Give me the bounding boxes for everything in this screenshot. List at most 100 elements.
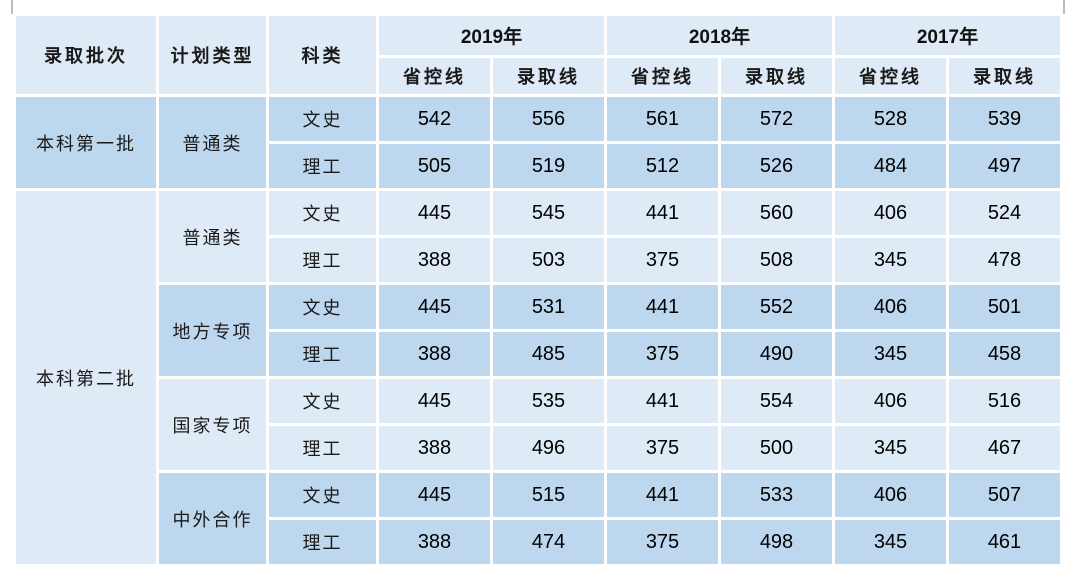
table-row: 理工 388 485 375 490 345 458 [15, 329, 1063, 379]
score-cell: 556 [490, 94, 607, 144]
score-cell: 345 [832, 423, 949, 473]
score-cell: 345 [832, 517, 949, 567]
score-cell: 445 [376, 376, 493, 426]
score-cell: 528 [832, 94, 949, 144]
score-cell: 375 [604, 423, 721, 473]
plan-cell: 中外合作 [156, 470, 269, 567]
batch-cell: 本科第二批 [13, 188, 159, 567]
score-cell: 474 [490, 517, 607, 567]
table-row: 本科第二批 普通类 文史 445 545 441 560 406 524 [13, 188, 1063, 567]
table-row: 本科第一批 普通类 文史 542 556 561 572 528 539 [13, 94, 1063, 191]
score-cell: 572 [718, 94, 835, 144]
score-cell: 539 [946, 94, 1063, 144]
header-subject: 科类 [266, 13, 379, 97]
score-cell: 467 [946, 423, 1063, 473]
subject-cell: 理工 [266, 423, 379, 473]
subject-cell: 文史 [266, 376, 379, 426]
subject-cell: 文史 [266, 188, 379, 238]
score-cell: 485 [490, 329, 607, 379]
header-plan-type: 计划类型 [156, 13, 269, 97]
score-cell: 524 [946, 188, 1063, 238]
score-cell: 503 [490, 235, 607, 285]
cropped-gridline-stub-right [1063, 0, 1065, 14]
score-cell: 501 [946, 282, 1063, 332]
header-control-line-2018: 省控线 [604, 55, 721, 97]
header-admit-line-2017: 录取线 [946, 55, 1063, 97]
score-cell: 345 [832, 235, 949, 285]
admission-score-table: 录取批次 计划类型 科类 2019年 2018年 2017年 省控线 录取线 省… [13, 13, 1063, 567]
score-cell: 375 [604, 235, 721, 285]
score-cell: 345 [832, 329, 949, 379]
score-cell: 441 [604, 282, 721, 332]
score-cell: 526 [718, 141, 835, 191]
score-cell: 406 [832, 376, 949, 426]
score-cell: 484 [832, 141, 949, 191]
plan-cell: 国家专项 [156, 376, 269, 473]
table-row: 理工 388 496 375 500 345 467 [15, 423, 1063, 473]
score-cell: 542 [376, 94, 493, 144]
score-cell: 441 [604, 188, 721, 238]
score-cell: 554 [718, 376, 835, 426]
score-cell: 535 [490, 376, 607, 426]
score-cell: 441 [604, 470, 721, 520]
score-cell: 406 [832, 470, 949, 520]
header-batch: 录取批次 [13, 13, 159, 97]
score-cell: 531 [490, 282, 607, 332]
subject-cell: 理工 [266, 141, 379, 191]
header-admit-line-2019: 录取线 [490, 55, 607, 97]
score-cell: 445 [376, 282, 493, 332]
score-cell: 445 [376, 188, 493, 238]
plan-cell: 普通类 [156, 188, 269, 285]
score-cell: 552 [718, 282, 835, 332]
score-cell: 478 [946, 235, 1063, 285]
subject-cell: 理工 [266, 235, 379, 285]
score-cell: 388 [376, 423, 493, 473]
header-control-line-2017: 省控线 [832, 55, 949, 97]
score-cell: 490 [718, 329, 835, 379]
subject-cell: 理工 [266, 329, 379, 379]
score-cell: 507 [946, 470, 1063, 520]
header-year-2018: 2018年 [604, 13, 835, 58]
score-cell: 545 [490, 188, 607, 238]
score-cell: 388 [376, 235, 493, 285]
plan-cell: 普通类 [156, 94, 269, 191]
cropped-gridline-stub-left [11, 0, 13, 14]
subject-cell: 文史 [266, 470, 379, 520]
subject-cell: 文史 [266, 282, 379, 332]
score-cell: 406 [832, 282, 949, 332]
score-cell: 561 [604, 94, 721, 144]
score-cell: 515 [490, 470, 607, 520]
score-cell: 516 [946, 376, 1063, 426]
table-row: 理工 388 503 375 508 345 478 [15, 235, 1063, 285]
score-cell: 519 [490, 141, 607, 191]
table-row: 中外合作 文史 445 515 441 533 406 507 [15, 470, 1063, 567]
table-row: 地方专项 文史 445 531 441 552 406 501 [15, 282, 1063, 379]
score-cell: 496 [490, 423, 607, 473]
plan-cell: 地方专项 [156, 282, 269, 379]
table-row: 理工 505 519 512 526 484 497 [15, 141, 1063, 191]
score-cell: 441 [604, 376, 721, 426]
header-year-2017: 2017年 [832, 13, 1063, 58]
score-cell: 458 [946, 329, 1063, 379]
header-year-2019: 2019年 [376, 13, 607, 58]
table-row: 国家专项 文史 445 535 441 554 406 516 [15, 376, 1063, 473]
score-cell: 505 [376, 141, 493, 191]
score-cell: 508 [718, 235, 835, 285]
subject-cell: 理工 [266, 517, 379, 567]
score-cell: 375 [604, 517, 721, 567]
header-admit-line-2018: 录取线 [718, 55, 835, 97]
score-cell: 560 [718, 188, 835, 238]
score-cell: 512 [604, 141, 721, 191]
score-cell: 375 [604, 329, 721, 379]
score-cell: 498 [718, 517, 835, 567]
table-row: 理工 388 474 375 498 345 461 [15, 517, 1063, 567]
score-cell: 461 [946, 517, 1063, 567]
batch-cell: 本科第一批 [13, 94, 159, 191]
score-cell: 445 [376, 470, 493, 520]
score-cell: 388 [376, 517, 493, 567]
header-control-line-2019: 省控线 [376, 55, 493, 97]
subject-cell: 文史 [266, 94, 379, 144]
score-cell: 533 [718, 470, 835, 520]
score-cell: 500 [718, 423, 835, 473]
